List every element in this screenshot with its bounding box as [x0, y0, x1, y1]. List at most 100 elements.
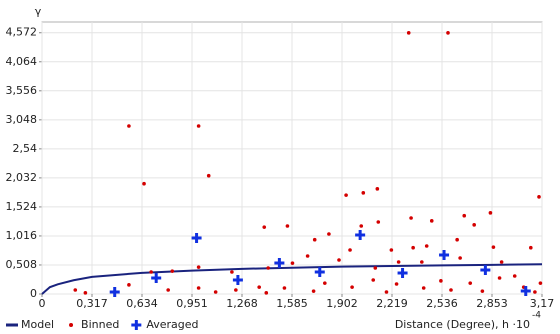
averaged-point	[232, 275, 243, 285]
binned-point	[344, 193, 348, 197]
binned-point	[529, 245, 533, 250]
y-tick-label: 1,524	[6, 200, 38, 213]
binned-point	[196, 265, 201, 269]
binned-point	[411, 245, 415, 250]
x-tick-label: 0,317	[76, 297, 108, 310]
y-axis-label: γ	[35, 5, 42, 18]
binned-point	[359, 224, 364, 228]
binned-point	[166, 288, 170, 292]
binned-point	[262, 225, 267, 229]
binned-point	[285, 224, 290, 228]
averaged-point	[520, 285, 531, 296]
binned-point	[421, 286, 426, 290]
y-tick-label: 3,556	[6, 84, 38, 97]
binned-point	[480, 289, 485, 293]
binned-point	[127, 124, 131, 128]
binned-point	[375, 187, 380, 191]
binned-point	[196, 286, 201, 290]
binned-point	[327, 232, 331, 236]
binned-point	[373, 266, 378, 270]
y-tick-label: 0	[30, 287, 37, 300]
binned-point	[350, 285, 354, 289]
averaged-point	[439, 249, 450, 260]
x-tick-label: 2,853	[476, 297, 508, 310]
binned-point	[538, 281, 543, 285]
binned-point	[497, 276, 502, 280]
x-axis-label: Distance (Degree), h ·10	[395, 318, 530, 331]
legend-label: Averaged	[146, 318, 198, 331]
averaged-point	[109, 287, 120, 297]
binned-point	[468, 281, 473, 285]
model-line	[41, 263, 543, 295]
binned-point	[312, 237, 317, 242]
x-axis-exponent: -4	[532, 311, 541, 321]
binned-point	[234, 288, 238, 292]
binned-point	[446, 31, 450, 35]
averaged-point	[355, 229, 366, 240]
binned-point	[323, 281, 327, 285]
binned-point	[455, 237, 459, 242]
binned-point	[396, 260, 401, 264]
x-tick-label: 2,536	[426, 297, 458, 310]
binned-point	[206, 173, 211, 178]
binned-point	[533, 290, 537, 294]
binned-point	[499, 260, 504, 264]
x-tick-label: 1,268	[226, 297, 258, 310]
binned-point	[73, 288, 78, 292]
x-tick-label: 2,219	[376, 297, 408, 310]
binned-point	[462, 213, 467, 218]
y-tick-label: 1,016	[6, 229, 38, 242]
binned-point	[406, 31, 411, 35]
binned-point	[472, 223, 476, 227]
binned-point	[337, 258, 341, 262]
y-tick-label: 4,064	[6, 55, 38, 68]
averaged-point	[480, 265, 491, 275]
binned-point	[424, 244, 429, 248]
binned-point	[213, 290, 218, 294]
binned-point	[361, 191, 366, 195]
binned-point	[537, 195, 541, 199]
binned-point	[439, 279, 443, 283]
averaged-point	[191, 233, 202, 243]
y-tick-label: 4,572	[6, 26, 38, 39]
binned-point	[290, 261, 295, 265]
averaged-point	[151, 273, 162, 283]
x-tick-label: 0	[39, 297, 46, 310]
binned-point	[83, 291, 88, 295]
binned-point	[458, 256, 462, 260]
binned-point	[282, 286, 287, 290]
averaged-point	[274, 257, 285, 268]
y-tick-label: 3,048	[6, 113, 38, 126]
legend-icon	[131, 320, 142, 330]
binned-point	[305, 254, 310, 258]
binned-point	[196, 124, 201, 128]
binned-point	[384, 290, 389, 294]
x-tick-label: 1,585	[276, 297, 308, 310]
x-tick-label: 0,951	[176, 297, 208, 310]
binned-point	[376, 220, 381, 224]
binned-point	[491, 245, 496, 249]
x-tick-label: 0,634	[126, 297, 158, 310]
binned-point	[371, 278, 376, 282]
binned-point	[409, 216, 413, 220]
y-tick-label: 2,032	[6, 171, 38, 184]
binned-point	[512, 274, 517, 278]
legend-label: Binned	[81, 318, 119, 331]
binned-point	[230, 270, 234, 274]
binned-point	[311, 289, 316, 293]
y-tick-label: 2,54	[13, 142, 38, 155]
binned-point	[149, 270, 153, 274]
binned-point	[389, 248, 394, 252]
binned-point	[264, 291, 269, 295]
binned-point	[266, 266, 270, 270]
binned-point	[142, 181, 146, 186]
binned-point	[170, 269, 175, 273]
y-tick-label: 0,508	[6, 258, 38, 271]
binned-point	[394, 282, 399, 286]
binned-point	[449, 288, 453, 292]
x-tick-label: 1,902	[326, 297, 358, 310]
binned-point	[348, 248, 352, 252]
legend-icon	[69, 323, 74, 327]
averaged-point	[397, 267, 408, 278]
